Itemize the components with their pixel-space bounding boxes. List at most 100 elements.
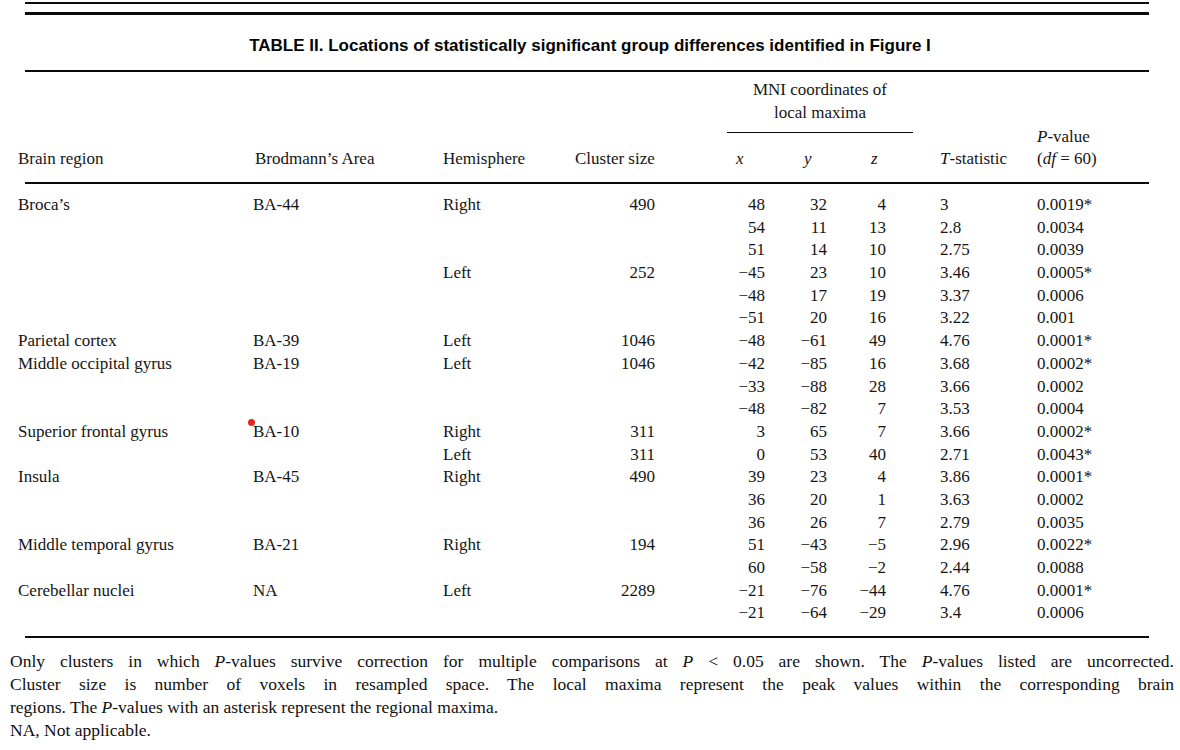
cell-hemisphere: Left — [443, 580, 545, 603]
table-row: Insula BA-45 Right 490 39 23 4 3.86 0.00… — [18, 466, 1150, 489]
table-row: Cerebellar nuclei NA Left 2289 −21 −76 −… — [18, 580, 1150, 603]
table-caption: TABLE II. Locations of statistically sig… — [0, 34, 1180, 58]
cell-brodmann-area — [253, 602, 443, 625]
cell-p-value: 0.0002* — [1037, 353, 1150, 376]
cell-cluster-size — [545, 557, 655, 580]
col-header-p-value: P-value — [1037, 126, 1090, 148]
cell-brodmann-area: BA-39 — [253, 330, 443, 353]
table-row: 54 11 13 2.8 0.0034 — [18, 217, 1150, 240]
col-header-p-value-df: (df = 60) — [1037, 148, 1097, 170]
cell-p-value: 0.0001* — [1037, 580, 1150, 603]
cell-brodmann-area — [253, 376, 443, 399]
col-header-y: y — [804, 148, 812, 170]
cell-cluster-size: 2289 — [545, 580, 655, 603]
mni-spanner-heading: MNI coordinates of local maxima — [727, 79, 913, 124]
cell-p-value: 0.0006 — [1037, 602, 1150, 625]
cell-z-coordinate: 49 — [827, 330, 886, 353]
table-row: Superior frontal gyrus BA-10 Right 311 3… — [18, 421, 1150, 444]
cell-brodmann-area — [253, 557, 443, 580]
footnote-line: regions. The P-values with an asterisk r… — [10, 696, 1174, 719]
cell-brodmann-area — [253, 512, 443, 535]
cell-hemisphere — [443, 602, 545, 625]
cell-cluster-size: 490 — [545, 194, 655, 217]
cell-brodmann-area — [253, 307, 443, 330]
cell-t-statistic: 2.71 — [886, 444, 1037, 467]
cell-z-coordinate: −2 — [827, 557, 886, 580]
cell-cluster-size — [545, 512, 655, 535]
mni-spanner-line2: local maxima — [727, 102, 913, 125]
cell-t-statistic: 3.66 — [886, 421, 1037, 444]
cell-z-coordinate: 10 — [827, 262, 886, 285]
table-row: 60 −58 −2 2.44 0.0088 — [18, 557, 1150, 580]
cell-brain-region — [18, 217, 253, 240]
table-row: −33 −88 28 3.66 0.0002 — [18, 376, 1150, 399]
cell-z-coordinate: 28 — [827, 376, 886, 399]
cell-hemisphere: Right — [443, 194, 545, 217]
cell-brodmann-area — [253, 217, 443, 240]
cell-hemisphere — [443, 489, 545, 512]
cell-y-coordinate: 32 — [765, 194, 827, 217]
cell-z-coordinate: 10 — [827, 239, 886, 262]
cell-x-coordinate: −45 — [655, 262, 765, 285]
cell-brain-region — [18, 376, 253, 399]
red-marker-dot — [248, 419, 255, 426]
cell-t-statistic: 2.75 — [886, 239, 1037, 262]
cell-p-value: 0.0002 — [1037, 376, 1150, 399]
cell-hemisphere — [443, 557, 545, 580]
mni-spanner-rule — [727, 132, 913, 134]
cell-z-coordinate: 19 — [827, 285, 886, 308]
cell-t-statistic: 3.68 — [886, 353, 1037, 376]
footnote-line: Cluster size is number of voxels in resa… — [10, 673, 1174, 696]
header-bottom-rule — [25, 182, 1149, 184]
cell-y-coordinate: 23 — [765, 262, 827, 285]
cell-y-coordinate: 17 — [765, 285, 827, 308]
cell-cluster-size — [545, 285, 655, 308]
table-bottom-rule — [25, 636, 1149, 638]
cell-t-statistic: 4.76 — [886, 330, 1037, 353]
cell-y-coordinate: 23 — [765, 466, 827, 489]
paper-table-page: TABLE II. Locations of statistically sig… — [0, 0, 1180, 750]
footnote-line: NA, Not applicable. — [10, 719, 1174, 742]
cell-p-value: 0.0004 — [1037, 398, 1150, 421]
cell-brain-region: Broca’s — [18, 194, 253, 217]
cell-y-coordinate: 26 — [765, 512, 827, 535]
cell-y-coordinate: −88 — [765, 376, 827, 399]
cell-x-coordinate: 36 — [655, 512, 765, 535]
cell-y-coordinate: 11 — [765, 217, 827, 240]
cell-hemisphere — [443, 398, 545, 421]
cell-t-statistic: 2.79 — [886, 512, 1037, 535]
cell-p-value: 0.0039 — [1037, 239, 1150, 262]
cell-p-value: 0.0001* — [1037, 330, 1150, 353]
cell-x-coordinate: 39 — [655, 466, 765, 489]
col-header-t-statistic: T-statistic — [940, 148, 1007, 170]
cell-y-coordinate: −58 — [765, 557, 827, 580]
cell-cluster-size — [545, 602, 655, 625]
cell-p-value: 0.0022* — [1037, 534, 1150, 557]
cell-t-statistic: 3.63 — [886, 489, 1037, 512]
cell-brain-region: Superior frontal gyrus — [18, 421, 253, 444]
cell-brodmann-area: BA-19 — [253, 353, 443, 376]
cell-t-statistic: 2.8 — [886, 217, 1037, 240]
cell-cluster-size — [545, 489, 655, 512]
cell-z-coordinate: −5 — [827, 534, 886, 557]
table-row: Middle occipital gyrus BA-19 Left 1046 −… — [18, 353, 1150, 376]
cell-y-coordinate: −82 — [765, 398, 827, 421]
cell-brain-region: Parietal cortex — [18, 330, 253, 353]
col-header-z: z — [871, 148, 878, 170]
cell-hemisphere: Left — [443, 262, 545, 285]
table-row: −21 −64 −29 3.4 0.0006 — [18, 602, 1150, 625]
table-body: Broca’s BA-44 Right 490 48 32 4 3 0.0019… — [18, 194, 1150, 625]
cell-x-coordinate: 51 — [655, 239, 765, 262]
cell-x-coordinate: −21 — [655, 580, 765, 603]
cell-x-coordinate: −21 — [655, 602, 765, 625]
cell-p-value: 0.0034 — [1037, 217, 1150, 240]
cell-t-statistic: 3.66 — [886, 376, 1037, 399]
cell-x-coordinate: −48 — [655, 398, 765, 421]
cell-p-value: 0.0043* — [1037, 444, 1150, 467]
cell-brain-region — [18, 557, 253, 580]
cell-brain-region — [18, 262, 253, 285]
cell-z-coordinate: 7 — [827, 398, 886, 421]
cell-brain-region — [18, 602, 253, 625]
cell-y-coordinate: −61 — [765, 330, 827, 353]
cell-z-coordinate: 1 — [827, 489, 886, 512]
